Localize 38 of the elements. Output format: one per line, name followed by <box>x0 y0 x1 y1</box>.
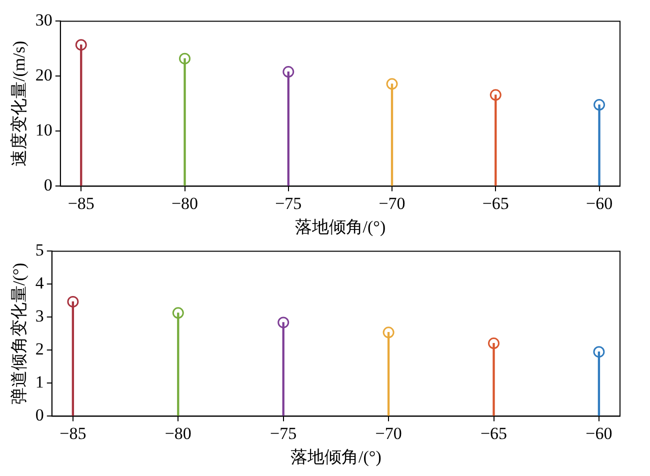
x-tick-label: −80 <box>164 424 192 443</box>
y-tick-label: 20 <box>35 66 52 85</box>
x-axis-title: 落地倾角/(°) <box>294 217 386 236</box>
x-tick-label: −85 <box>60 424 86 443</box>
point <box>75 39 87 51</box>
x-tick-label: −75 <box>270 424 297 443</box>
x-tick-label: −80 <box>171 194 198 213</box>
x-tick-label: −60 <box>586 424 612 443</box>
point <box>490 89 502 101</box>
y-tick-label: 2 <box>35 340 44 359</box>
y-tick-label: 4 <box>35 274 44 293</box>
x-tick-label: −60 <box>586 194 613 213</box>
y-tick-label: 5 <box>35 240 44 260</box>
x-tick-label: −85 <box>68 194 94 213</box>
y-tick-label: 1 <box>35 372 44 392</box>
x-tick-label: −75 <box>275 194 302 213</box>
y-tick-label: 3 <box>35 306 44 326</box>
y-tick-label: 0 <box>35 406 44 425</box>
point <box>386 78 398 90</box>
y-tick-label: 10 <box>35 120 52 140</box>
x-tick-label: −65 <box>482 194 509 213</box>
point <box>488 338 500 350</box>
y-tick-label: 30 <box>35 10 52 30</box>
y-axis-title: 速度变化量/(m/s) <box>10 40 29 167</box>
point <box>282 66 294 78</box>
x-tick-label: −70 <box>375 424 402 443</box>
point <box>593 346 605 358</box>
x-tick-label: −70 <box>378 194 406 213</box>
x-axis-title: 落地倾角/(°) <box>290 447 382 466</box>
point <box>382 326 394 338</box>
point <box>179 52 191 64</box>
y-axis-title: 弹道倾角变化量/(°) <box>10 262 29 405</box>
point <box>172 307 184 319</box>
point <box>594 99 606 111</box>
y-tick-label: 0 <box>44 176 52 195</box>
x-tick-label: −65 <box>480 424 508 443</box>
point <box>278 316 290 328</box>
point <box>67 296 79 308</box>
